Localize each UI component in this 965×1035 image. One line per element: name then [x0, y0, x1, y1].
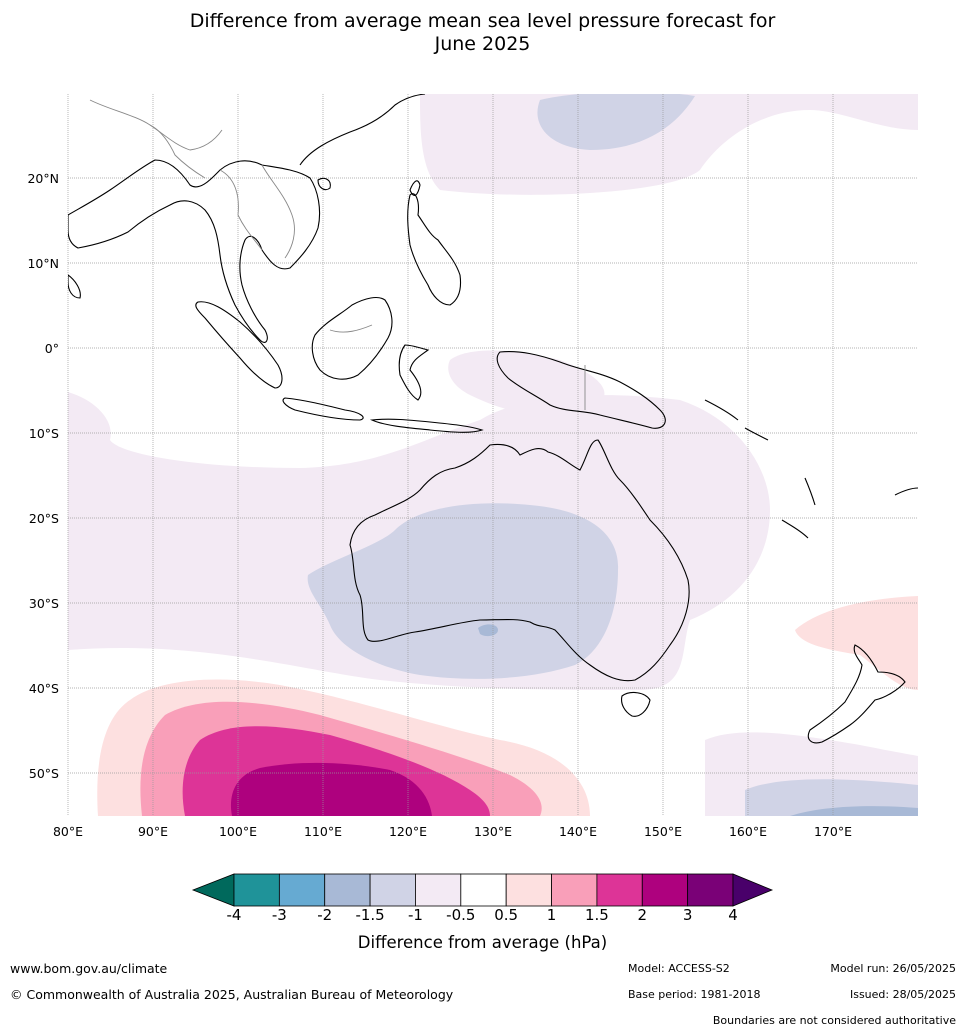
anomaly-band-plus-2 — [230, 762, 432, 816]
lat-label: 20°S — [29, 511, 59, 526]
colorbar-swatch — [641, 873, 689, 907]
lat-label: 10°N — [27, 256, 59, 271]
new-zealand-outline — [807, 644, 906, 744]
sumatra-outline — [195, 301, 283, 389]
colorbar-swatch — [415, 873, 462, 907]
lon-label: 160°E — [729, 824, 767, 839]
colorbar-swatch — [233, 873, 280, 907]
java-outline — [282, 397, 364, 421]
colorbar-swatch — [460, 873, 507, 907]
political-borders — [89, 99, 586, 410]
lat-label: 10°S — [29, 426, 59, 441]
colorbar-swatch — [596, 873, 643, 907]
lon-label: 80°E — [53, 824, 83, 839]
colorbar-extend-high — [732, 873, 774, 907]
colorbar-tick-label: 3 — [682, 906, 693, 924]
graticule — [67, 94, 918, 816]
solomon-islands-outline — [704, 399, 769, 441]
lon-label: 130°E — [474, 824, 512, 839]
coastlines — [68, 94, 918, 744]
colorbar-tick-label: 1.5 — [584, 906, 609, 924]
footer-model-run: Model run: 26/05/2025 — [830, 962, 956, 975]
colorbar-tick-label: -3 — [271, 906, 287, 924]
lon-label: 140°E — [559, 824, 597, 839]
vanuatu-outline — [804, 477, 816, 506]
title-line-2: June 2025 — [434, 33, 531, 55]
colorbar-tick-label: -4 — [226, 906, 242, 924]
lon-label: 90°E — [138, 824, 168, 839]
colorbar-tick-label: 4 — [728, 906, 738, 924]
lon-label: 150°E — [644, 824, 682, 839]
lon-label: 120°E — [389, 824, 427, 839]
latitude-labels: 20°N 10°N 0° 10°S 20°S 30°S 40°S 50°S — [27, 171, 59, 781]
china-coast-outline — [299, 94, 426, 166]
longitude-labels: 80°E 90°E 100°E 110°E 120°E 130°E 140°E 150°E 16… — [53, 824, 852, 839]
colorbar-tick-label: -2 — [317, 906, 333, 924]
sulawesi-outline — [398, 344, 430, 401]
lon-label: 110°E — [304, 824, 342, 839]
footer-website[interactable]: www.bom.gov.au/climate — [10, 961, 168, 976]
hainan-outline — [317, 177, 331, 191]
colorbar-swatch — [324, 873, 371, 907]
asia-mainland-outline — [68, 159, 321, 343]
footer-issued: Issued: 28/05/2025 — [849, 988, 956, 1001]
australia-outline — [349, 439, 690, 682]
lat-label: 40°S — [29, 681, 59, 696]
lat-label: 50°S — [29, 766, 59, 781]
lat-label: 30°S — [29, 596, 59, 611]
tasmania-outline — [621, 691, 651, 717]
new-caledonia-outline — [781, 519, 809, 539]
footer-model: Model: ACCESS-S2 — [628, 962, 730, 975]
anomaly-band-minus-1p5 — [478, 624, 918, 816]
colorbar-tick-label: 2 — [637, 906, 648, 924]
lesser-sunda-outline — [369, 418, 484, 433]
colorbar — [191, 873, 774, 907]
colorbar-title: Difference from average (hPa) — [357, 933, 608, 952]
footer-disclaimer: Boundaries are not considered authoritat… — [712, 1014, 956, 1027]
colorbar-swatch — [551, 873, 598, 907]
colorbar-swatch — [687, 873, 734, 907]
lat-label: 0° — [45, 341, 59, 356]
anomaly-shading — [68, 94, 918, 816]
borneo-outline — [311, 296, 393, 380]
lon-label: 100°E — [219, 824, 257, 839]
india-outline — [68, 274, 81, 299]
colorbar-swatch — [278, 873, 326, 907]
colorbar-tick-label: -1.5 — [355, 906, 385, 924]
footer-copyright: © Commonwealth of Australia 2025, Austra… — [10, 987, 454, 1002]
title-line-1: Difference from average mean sea level p… — [189, 10, 776, 32]
lat-label: 20°N — [27, 171, 59, 186]
lon-label: 170°E — [814, 824, 852, 839]
colorbar-tick-label: 0.5 — [494, 906, 519, 924]
colorbar-tick-label: -1 — [407, 906, 423, 924]
colorbar-tick-label: -0.5 — [446, 906, 476, 924]
taiwan-outline — [409, 180, 421, 196]
colorbar-swatch — [505, 873, 552, 907]
colorbar-tick-label: 1 — [546, 906, 557, 924]
footer-base-period: Base period: 1981-2018 — [628, 988, 761, 1001]
fiji-outline — [894, 487, 918, 496]
philippines-outline — [407, 193, 462, 306]
colorbar-extend-low — [191, 873, 235, 907]
chart-title: Difference from average mean sea level p… — [0, 10, 965, 56]
colorbar-swatch — [369, 873, 416, 907]
new-guinea-outline — [496, 351, 666, 429]
